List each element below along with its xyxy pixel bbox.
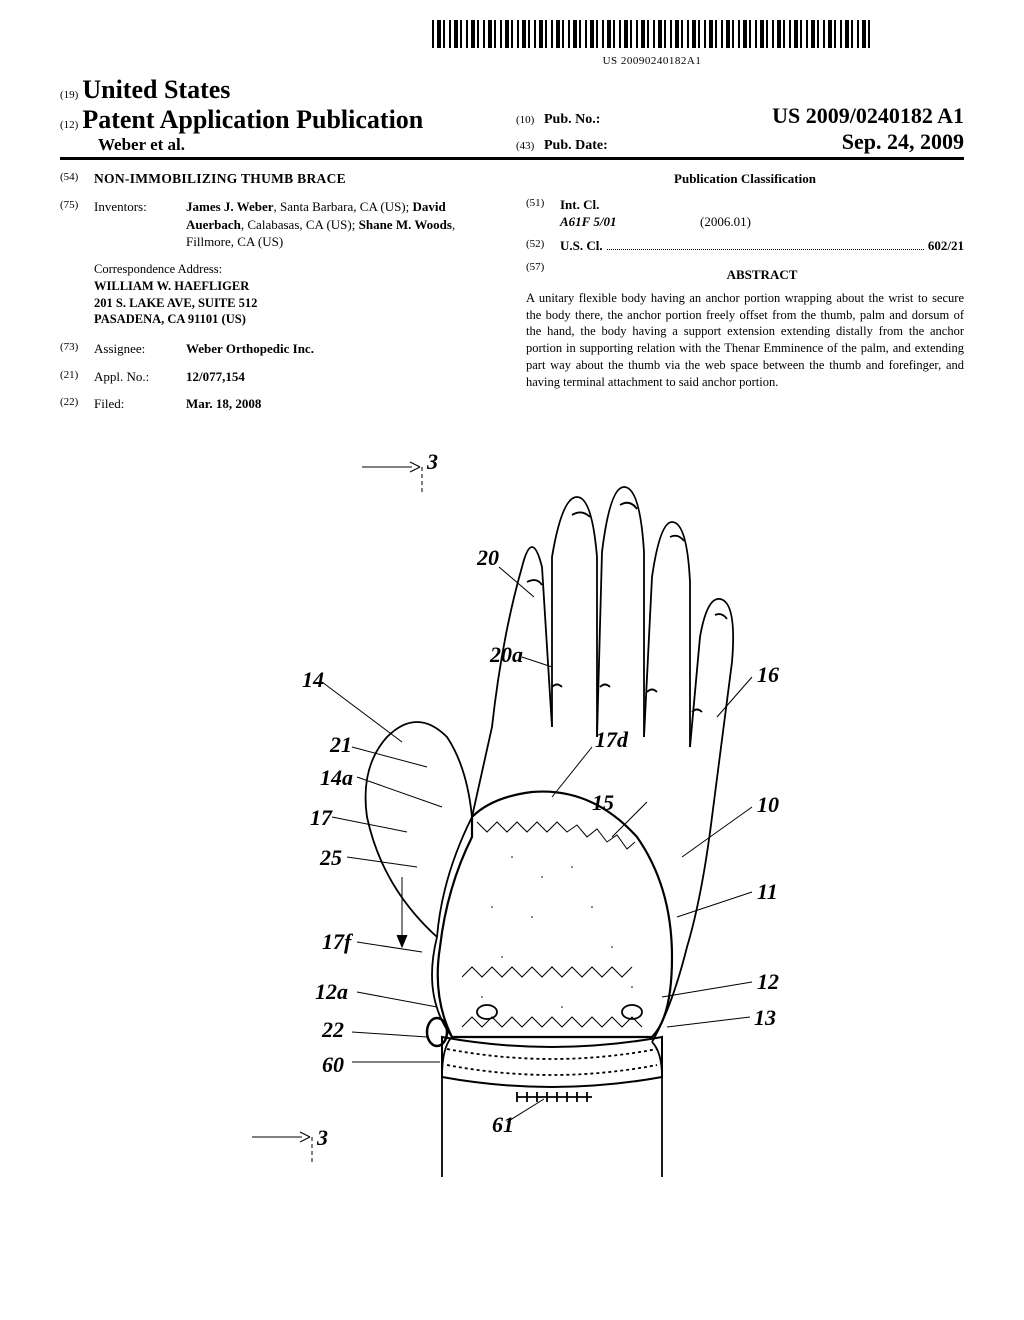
code-75: (75) bbox=[60, 198, 94, 251]
barcode-block: US 20090240182A1 bbox=[340, 20, 964, 67]
ref-25: 25 bbox=[319, 845, 342, 870]
figure-svg: 3 20 20a 14 16 21 17d 14a 15 10 17 25 11… bbox=[192, 437, 832, 1197]
pub-date: Sep. 24, 2009 bbox=[842, 129, 964, 155]
code-51: (51) bbox=[526, 196, 560, 231]
ref-14: 14 bbox=[302, 667, 324, 692]
ref-22: 22 bbox=[321, 1017, 344, 1042]
code-10: (10) bbox=[516, 114, 544, 126]
pub-number: US 2009/0240182 A1 bbox=[772, 103, 964, 129]
ref-17f: 17f bbox=[322, 929, 354, 954]
filed-label: Filed: bbox=[94, 395, 186, 413]
correspondence-label: Correspondence Address: bbox=[94, 261, 498, 278]
ref-20: 20 bbox=[476, 545, 499, 570]
inventors-value: James J. Weber, Santa Barbara, CA (US); … bbox=[186, 198, 498, 251]
ref-61: 61 bbox=[492, 1112, 514, 1137]
pubclass-header: Publication Classification bbox=[526, 170, 964, 188]
assignee-value: Weber Orthopedic Inc. bbox=[186, 340, 498, 358]
ref-21: 21 bbox=[329, 732, 352, 757]
ref-14a: 14a bbox=[320, 765, 353, 790]
pub-type: Patent Application Publication bbox=[82, 105, 423, 134]
code-22: (22) bbox=[60, 395, 94, 413]
ref-3-bot: 3 bbox=[316, 1125, 328, 1150]
ref-11: 11 bbox=[757, 879, 778, 904]
code-57: (57) bbox=[526, 260, 560, 290]
left-column: (54) NON-IMMOBILIZING THUMB BRACE (75) I… bbox=[60, 170, 498, 423]
ref-17d: 17d bbox=[595, 727, 629, 752]
dot-leader bbox=[607, 249, 924, 250]
ref-10: 10 bbox=[757, 792, 779, 817]
applno-label: Appl. No.: bbox=[94, 368, 186, 386]
author-line: Weber et al. bbox=[60, 135, 508, 155]
ref-13: 13 bbox=[754, 1005, 776, 1030]
ref-17: 17 bbox=[310, 805, 333, 830]
patent-figure: 3 20 20a 14 16 21 17d 14a 15 10 17 25 11… bbox=[60, 437, 964, 1202]
filed-value: Mar. 18, 2008 bbox=[186, 395, 498, 413]
abstract-header: ABSTRACT bbox=[560, 266, 964, 284]
uscl-label: U.S. Cl. bbox=[560, 237, 603, 255]
right-column: Publication Classification (51) Int. Cl.… bbox=[526, 170, 964, 423]
pubdate-label: Pub. Date: bbox=[544, 138, 608, 154]
ref-12a: 12a bbox=[315, 979, 348, 1004]
correspondence-line-1: WILLIAM W. HAEFLIGER bbox=[94, 278, 498, 295]
ref-60: 60 bbox=[322, 1052, 344, 1077]
ref-3-top: 3 bbox=[426, 449, 438, 474]
code-43: (43) bbox=[516, 140, 544, 152]
invention-title: NON-IMMOBILIZING THUMB BRACE bbox=[94, 170, 346, 188]
code-52: (52) bbox=[526, 237, 560, 255]
ref-20a: 20a bbox=[489, 642, 523, 667]
biblio-columns: (54) NON-IMMOBILIZING THUMB BRACE (75) I… bbox=[60, 170, 964, 423]
code-21: (21) bbox=[60, 368, 94, 386]
correspondence-line-3: PASADENA, CA 91101 (US) bbox=[94, 311, 498, 328]
intcl-class: A61F 5/01 bbox=[560, 213, 700, 231]
barcode-label: US 20090240182A1 bbox=[340, 55, 964, 67]
country: United States bbox=[82, 75, 230, 104]
ref-12: 12 bbox=[757, 969, 779, 994]
code-73: (73) bbox=[60, 340, 94, 358]
barcode-graphic bbox=[432, 20, 872, 48]
abstract-text: A unitary flexible body having an anchor… bbox=[526, 290, 964, 391]
uscl-value: 602/21 bbox=[928, 237, 964, 255]
intcl-edition: (2006.01) bbox=[700, 213, 751, 231]
applno-value: 12/077,154 bbox=[186, 368, 498, 386]
ref-15: 15 bbox=[592, 790, 614, 815]
code-12: (12) bbox=[60, 119, 78, 131]
inventors-label: Inventors: bbox=[94, 198, 186, 251]
pubno-label: Pub. No.: bbox=[544, 112, 600, 128]
code-19: (19) bbox=[60, 89, 78, 101]
assignee-label: Assignee: bbox=[94, 340, 186, 358]
correspondence-block: Correspondence Address: WILLIAM W. HAEFL… bbox=[60, 261, 498, 329]
publication-header: (19) United States (12) Patent Applicati… bbox=[60, 75, 964, 160]
ref-16: 16 bbox=[757, 662, 779, 687]
correspondence-line-2: 201 S. LAKE AVE, SUITE 512 bbox=[94, 295, 498, 312]
code-54: (54) bbox=[60, 170, 94, 188]
intcl-label: Int. Cl. bbox=[560, 196, 964, 214]
